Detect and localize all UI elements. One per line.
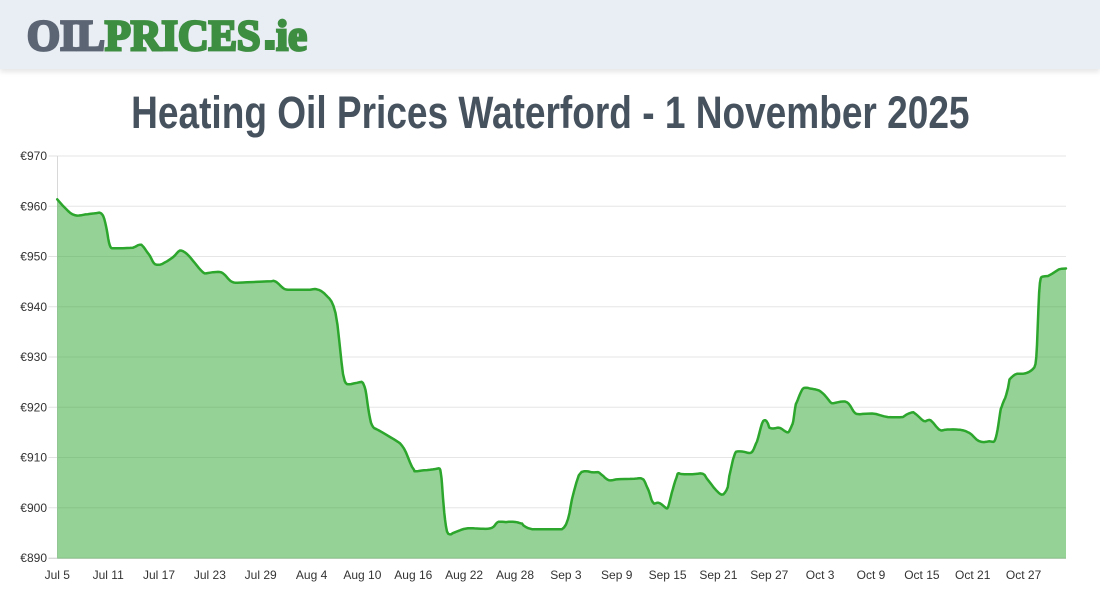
svg-text:Sep 9: Sep 9 xyxy=(601,568,633,582)
svg-text:€960: €960 xyxy=(20,199,47,213)
svg-text:Sep 27: Sep 27 xyxy=(750,568,788,582)
svg-text:Oct 3: Oct 3 xyxy=(806,568,835,582)
svg-text:Oct 27: Oct 27 xyxy=(1006,568,1042,582)
svg-text:Oct 21: Oct 21 xyxy=(955,568,991,582)
svg-text:Aug 28: Aug 28 xyxy=(496,568,534,582)
svg-text:€900: €900 xyxy=(20,501,47,515)
svg-text:€930: €930 xyxy=(20,350,47,364)
svg-text:€890: €890 xyxy=(20,551,47,565)
svg-text:Sep 3: Sep 3 xyxy=(550,568,582,582)
svg-text:€940: €940 xyxy=(20,300,47,314)
svg-text:Aug 4: Aug 4 xyxy=(296,568,328,582)
svg-text:Aug 16: Aug 16 xyxy=(394,568,432,582)
svg-text:€910: €910 xyxy=(20,451,47,465)
svg-text:Jul 29: Jul 29 xyxy=(245,568,277,582)
svg-text:Sep 15: Sep 15 xyxy=(649,568,687,582)
svg-text:Aug 10: Aug 10 xyxy=(343,568,381,582)
svg-text:Jul 11: Jul 11 xyxy=(93,568,124,582)
svg-text:Jul 23: Jul 23 xyxy=(194,568,226,582)
svg-text:Aug 22: Aug 22 xyxy=(445,568,483,582)
svg-text:Sep 21: Sep 21 xyxy=(699,568,737,582)
svg-text:€950: €950 xyxy=(20,250,47,264)
svg-text:Oct 15: Oct 15 xyxy=(904,568,940,582)
svg-text:€920: €920 xyxy=(20,400,47,414)
svg-text:Oct 9: Oct 9 xyxy=(857,568,886,582)
svg-text:Jul 17: Jul 17 xyxy=(143,568,175,582)
svg-text:€970: €970 xyxy=(20,149,47,163)
svg-text:Jul 5: Jul 5 xyxy=(45,568,71,582)
